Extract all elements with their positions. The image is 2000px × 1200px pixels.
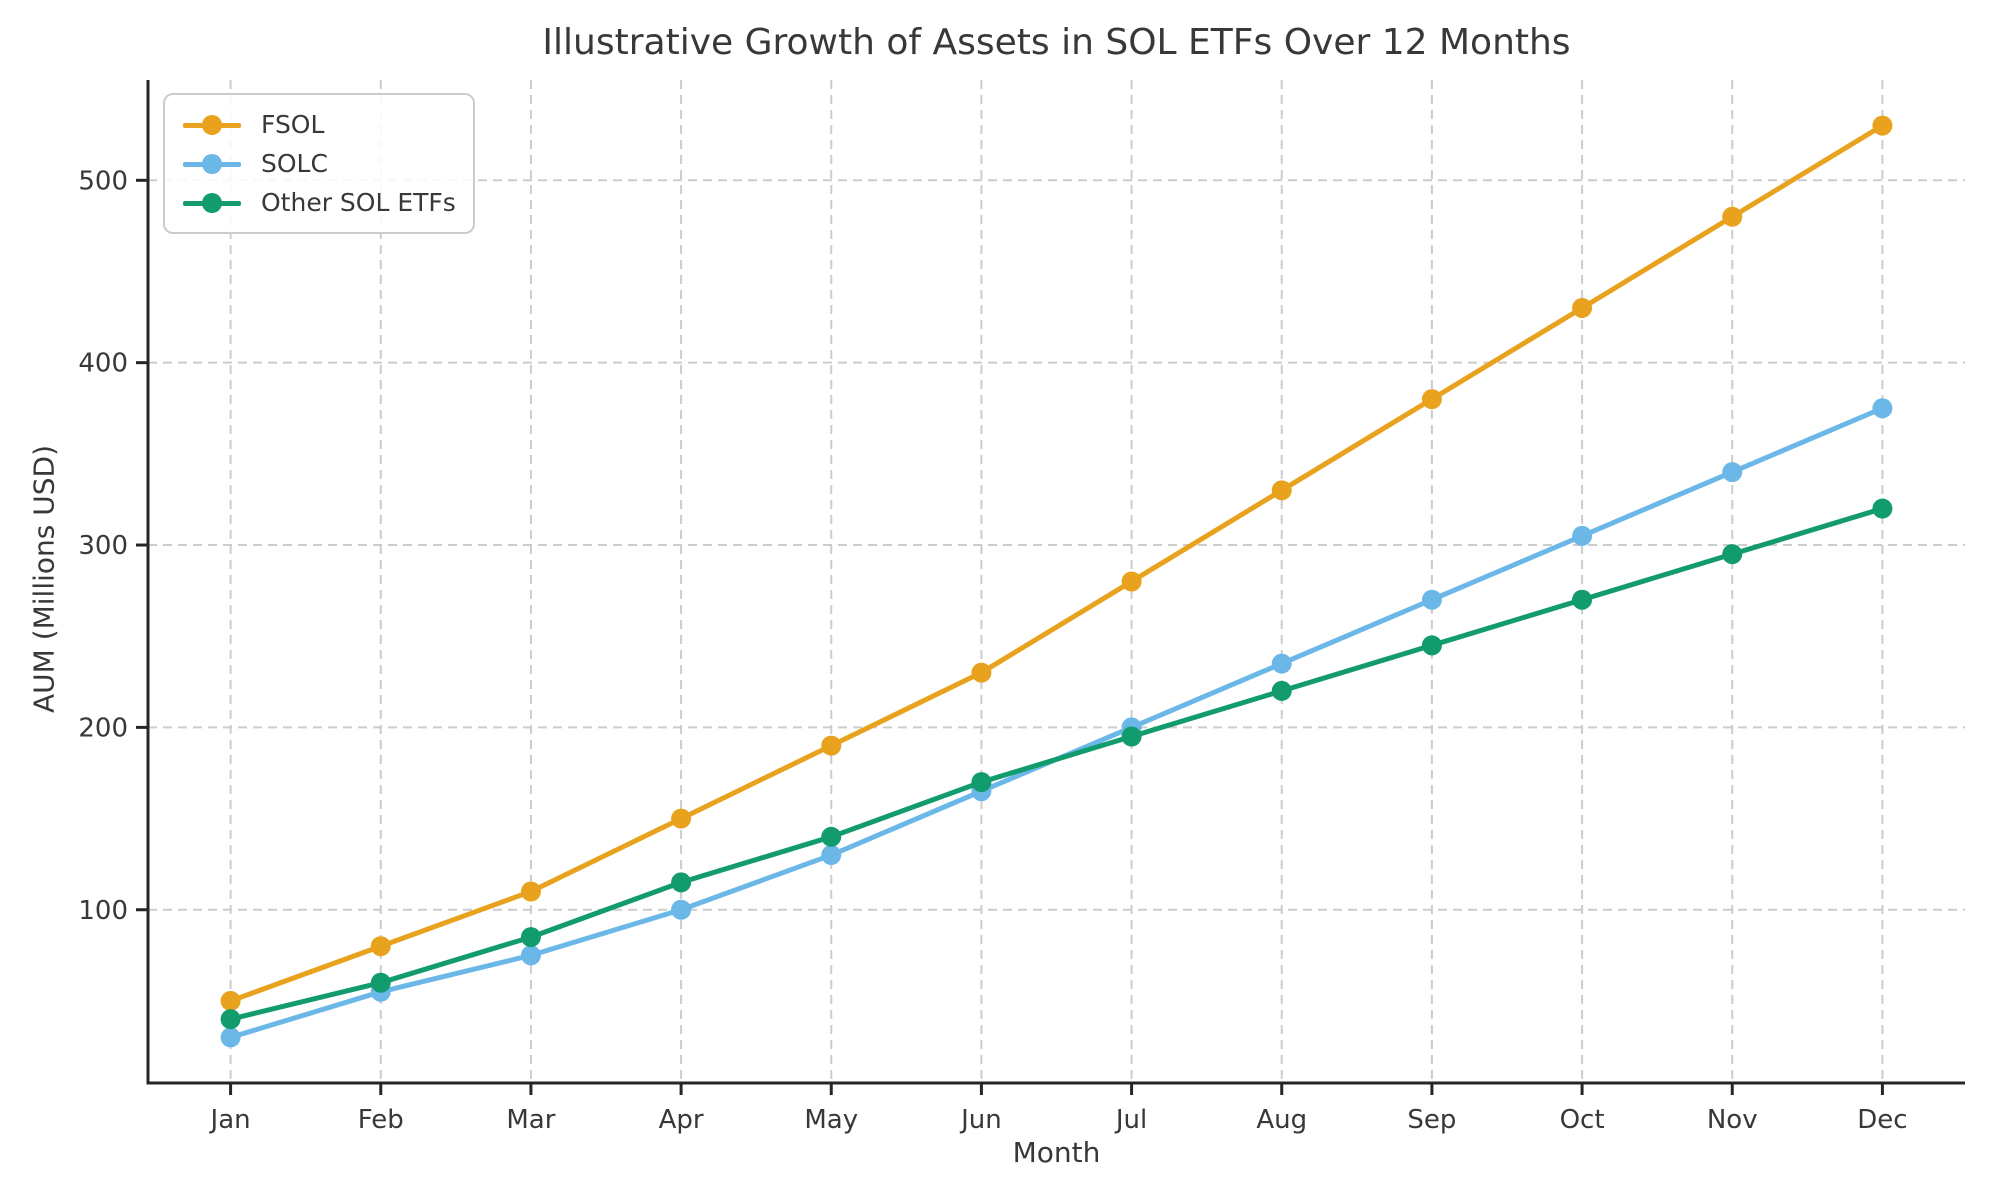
legend-marker-solc [183,153,241,175]
data-point-solc [220,1027,241,1048]
data-point-other-sol-etfs [220,1009,241,1030]
data-point-fsol [1121,571,1142,592]
data-point-fsol [971,662,992,683]
x-tick-label: Jun [959,1105,1002,1135]
legend-item-other-sol-etfs: Other SOL ETFs [183,183,456,222]
series-line-solc [228,405,1885,1040]
y-tick-label: 500 [78,166,128,196]
x-tick-label: Aug [1256,1105,1307,1135]
y-axis-title: AUM (Millions USD) [27,444,61,714]
data-point-fsol [1872,115,1893,136]
data-point-fsol [1722,206,1743,227]
data-point-solc [1722,462,1743,483]
y-tick-label: 100 [78,896,128,926]
data-point-other-sol-etfs [671,872,692,893]
data-point-solc [1271,653,1292,674]
data-point-fsol [370,936,391,957]
data-point-solc [1872,398,1893,419]
data-point-fsol [220,990,241,1011]
legend-label-other-sol-etfs: Other SOL ETFs [261,188,456,217]
x-axis-title: Month [1012,1136,1101,1169]
legend-marker-fsol [183,114,241,136]
x-tick-label: Feb [358,1105,404,1135]
data-point-solc [1421,589,1442,610]
x-tick-label: May [804,1105,858,1135]
data-point-other-sol-etfs [821,826,842,847]
x-tick-label: Mar [506,1105,555,1135]
data-point-solc [821,845,842,866]
data-point-solc [520,945,541,966]
x-tick-label: Sep [1407,1105,1456,1135]
data-point-fsol [1271,480,1292,501]
data-point-other-sol-etfs [370,972,391,993]
data-point-fsol [1421,389,1442,410]
data-point-other-sol-etfs [971,772,992,793]
y-tick-label: 400 [78,349,128,379]
data-point-other-sol-etfs [520,927,541,948]
chart-title: Illustrative Growth of Assets in SOL ETF… [542,22,1571,63]
data-point-other-sol-etfs [1271,680,1292,701]
series-line-fsol [228,123,1885,1004]
data-point-other-sol-etfs [1421,635,1442,656]
legend-label-fsol: FSOL [261,110,325,139]
legend: FSOL SOLC Other SOL ETFs [163,93,475,234]
data-point-fsol [671,808,692,829]
data-point-solc [671,899,692,920]
data-point-fsol [520,881,541,902]
data-point-fsol [1572,297,1593,318]
x-tick-label: Apr [659,1105,704,1135]
x-tick-label: Nov [1707,1105,1758,1135]
x-tick-label: Jul [1114,1105,1147,1135]
series-line-other-sol-etfs [228,506,1885,1022]
legend-item-fsol: FSOL [183,105,455,144]
data-point-other-sol-etfs [1722,544,1743,565]
x-tick-label: Oct [1560,1105,1605,1135]
legend-item-solc: SOLC [183,144,455,183]
data-point-other-sol-etfs [1872,498,1893,519]
x-tick-label: Jan [209,1105,251,1135]
y-tick-label: 300 [78,531,128,561]
y-tick-label: 200 [78,713,128,743]
data-point-solc [1572,525,1593,546]
legend-label-solc: SOLC [261,149,328,178]
data-point-fsol [821,735,842,756]
legend-marker-other-sol-etfs [183,192,241,214]
data-point-other-sol-etfs [1572,589,1593,610]
x-tick-label: Dec [1857,1105,1907,1135]
data-point-other-sol-etfs [1121,726,1142,747]
